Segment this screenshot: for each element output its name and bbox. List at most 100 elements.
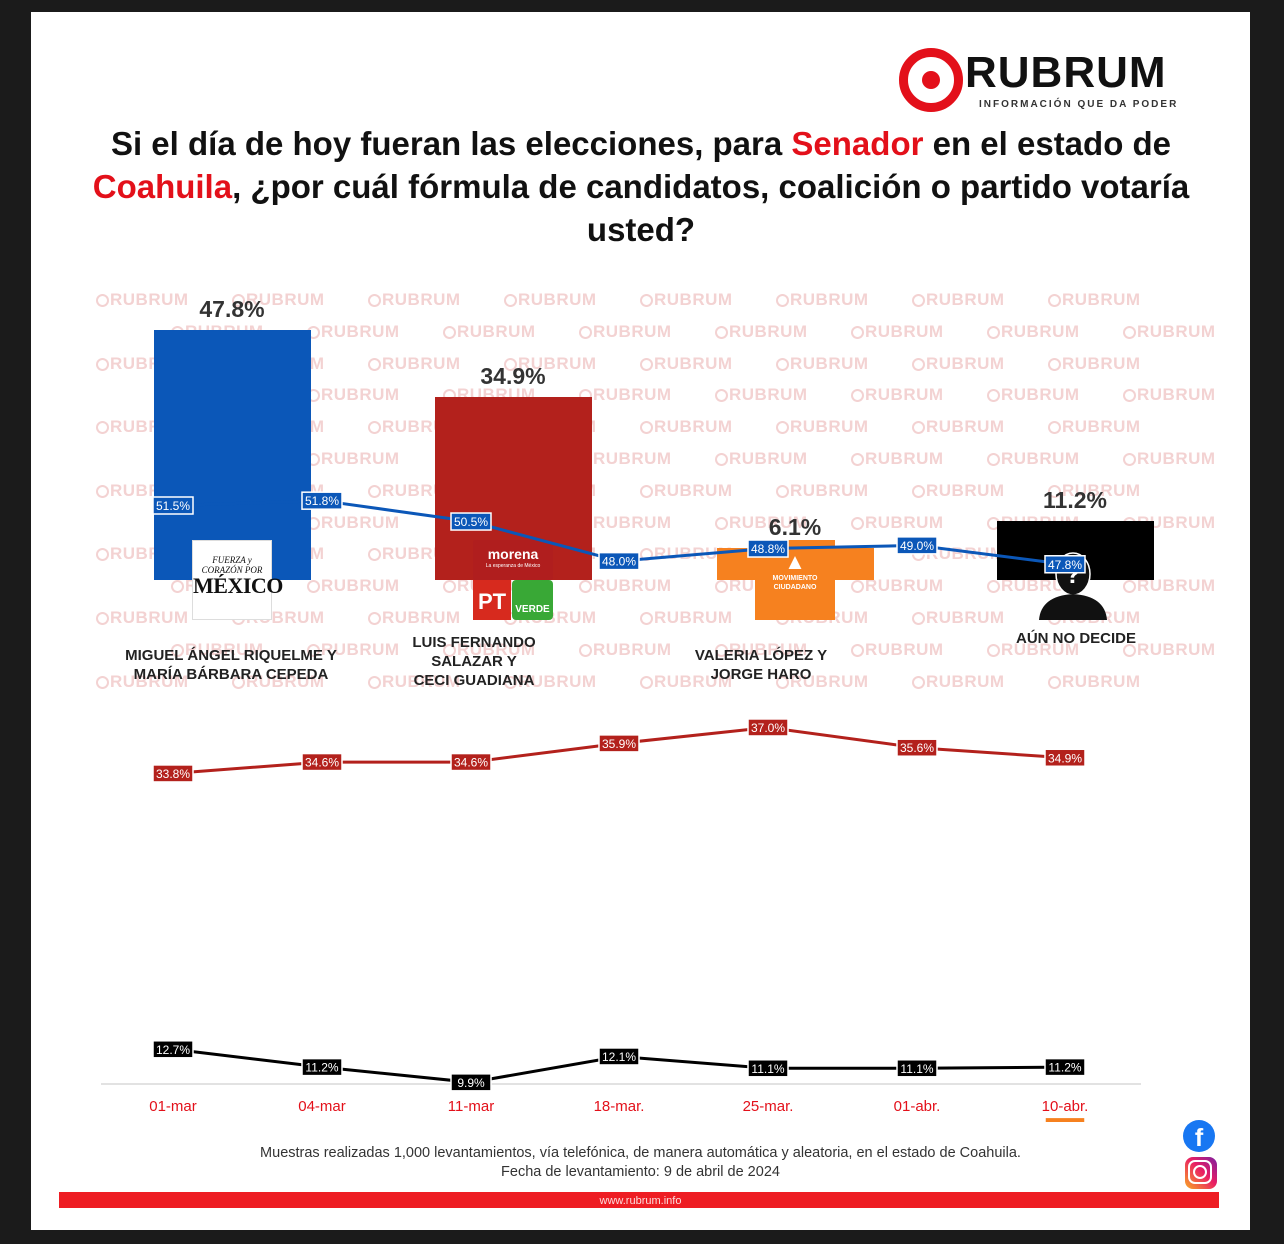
x-tick-label: 04-mar [298,1098,346,1115]
x-tick-label: 01-mar [149,1098,197,1115]
watermark-text: RUBRUM [715,449,808,469]
watermark-text: RUBRUM [1123,640,1216,660]
watermark-text: RUBRUM [912,354,1005,374]
watermark-text: RUBRUM [640,608,733,628]
data-point-label: 35.6% [896,738,938,757]
rubrum-logo: RUBRUM INFORMACIÓN QUE DA PODER [899,46,1219,116]
watermark-text: RUBRUM [307,576,400,596]
watermark-text: RUBRUM [776,481,869,501]
data-point-label: 34.9% [1044,748,1086,768]
watermark-text: RUBRUM [776,417,869,437]
website-link[interactable]: www.rubrum.info [599,1195,682,1207]
eagle-icon: ▲ [784,549,806,574]
watermark-text: RUBRUM [640,354,733,374]
svg-text:47.8%: 47.8% [1048,558,1082,572]
facebook-icon[interactable]: f [1183,1120,1215,1152]
data-point-label: 48.0% [598,551,640,571]
watermark-text: RUBRUM [640,481,733,501]
data-point-label: 47.8% [1044,555,1086,574]
watermark-text: RUBRUM [443,322,536,342]
watermark-text: RUBRUM [987,322,1080,342]
watermark-text: RUBRUM [96,608,189,628]
svg-text:35.9%: 35.9% [602,737,636,751]
verde-logo: VERDE [512,580,553,620]
watermark-text: RUBRUM [640,290,733,310]
title-highlight-office: Senador [791,125,924,162]
data-point-label: 49.0% [896,536,938,555]
svg-text:35.6%: 35.6% [900,741,934,755]
x-tick-label: 11-mar [448,1098,494,1115]
svg-text:9.9%: 9.9% [457,1076,485,1090]
svg-text:33.8%: 33.8% [156,767,190,781]
watermark-text: RUBRUM [96,672,189,692]
methodology-note: Muestras realizadas 1,000 levantamientos… [260,1145,1021,1161]
data-point-label: 11.1% [896,1059,938,1078]
x-tick-label: 18-mar. [594,1098,645,1115]
bar-value-label: 47.8% [199,296,265,322]
watermark-text: RUBRUM [1123,576,1216,596]
watermark-text: RUBRUM [715,385,808,405]
watermark-text: RUBRUM [776,354,869,374]
watermark-text: RUBRUM [987,449,1080,469]
svg-text:34.6%: 34.6% [305,756,339,770]
candidate-name: LUIS FERNANDO SALAZAR Y CECI GUADIANA [412,634,536,689]
watermark-text: RUBRUM [987,385,1080,405]
watermark-text: RUBRUM [1048,672,1141,692]
pt-logo: PT [473,580,511,620]
svg-text:12.7%: 12.7% [156,1043,190,1057]
bar [154,330,311,580]
watermark-text: RUBRUM [368,608,461,628]
data-point-label: 35.9% [598,734,640,753]
watermark-text: RUBRUM [579,640,672,660]
footer-bar [59,1192,1219,1208]
data-point-label: 6.1% [1044,1116,1086,1122]
watermark-text: RUBRUM [171,640,264,660]
watermark-text: RUBRUM [1048,290,1141,310]
svg-text:11.2%: 11.2% [305,1061,338,1075]
watermark-text: RUBRUM [987,640,1080,660]
watermark-text: RUBRUM [640,672,733,692]
svg-text:11.2%: 11.2% [1048,1061,1081,1075]
logo-wordmark: RUBRUM [965,48,1167,97]
watermark-text: RUBRUM [851,576,944,596]
svg-text:51.8%: 51.8% [305,494,339,508]
watermark-text: RUBRUM [1048,354,1141,374]
data-point-label: 33.8% [152,764,194,783]
bar-value-label: 34.9% [480,363,546,390]
watermark-text: RUBRUM [715,322,808,342]
watermark-text: RUBRUM [851,385,944,405]
data-point-label: 12.7% [152,1040,194,1059]
svg-text:34.6%: 34.6% [454,756,488,770]
instagram-icon[interactable] [1185,1157,1217,1189]
x-tick-label: 25-mar. [743,1098,794,1115]
candidate-name: VALERIA LÓPEZ Y JORGE HARO [694,647,828,683]
bottom-strip [0,1244,1284,1252]
data-point-label: 37.0% [747,718,789,737]
svg-text:48.8%: 48.8% [751,542,785,556]
bar-value-label: 11.2% [1043,487,1107,514]
svg-text:49.0%: 49.0% [900,539,934,553]
candidate-name: MIGUEL ÁNGEL RIQUELME Y MARÍA BÁRBARA CEP… [125,647,337,683]
watermark-text: RUBRUM [715,513,808,533]
survey-date: Fecha de levantamiento: 9 de abril de 20… [501,1164,780,1180]
data-point-label: 48.8% [747,539,789,558]
trend-line-chart: 51.5% 51.8% 50.5% 48.0% 48.8% 49.0% 47.8% 33.8%… [101,491,1141,1122]
watermark-text: RUBRUM [504,672,597,692]
title-highlight-state: Coahuila [92,168,233,205]
watermark-text: RUBRUM [912,290,1005,310]
watermark-text: RUBRUM [912,672,1005,692]
watermark-text: RUBRUM [851,640,944,660]
watermark-text: RUBRUM [307,640,400,660]
data-point-label: 11.2% [1044,1057,1086,1077]
watermark-text: RUBRUM [232,290,325,310]
data-point-label: 34.6% [301,752,343,772]
x-tick-label: 10-abr. [1042,1098,1089,1115]
watermark-text: RUBRUM [715,640,808,660]
watermark-text: RUBRUM [1123,385,1216,405]
watermark-text: RUBRUM [1048,481,1141,501]
watermark-text: RUBRUM [1123,449,1216,469]
watermark-text: RUBRUM [851,513,944,533]
watermark-text: RUBRUM [579,576,672,596]
svg-text:50.5%: 50.5% [454,515,488,529]
watermark-text: RUBRUM [504,354,597,374]
